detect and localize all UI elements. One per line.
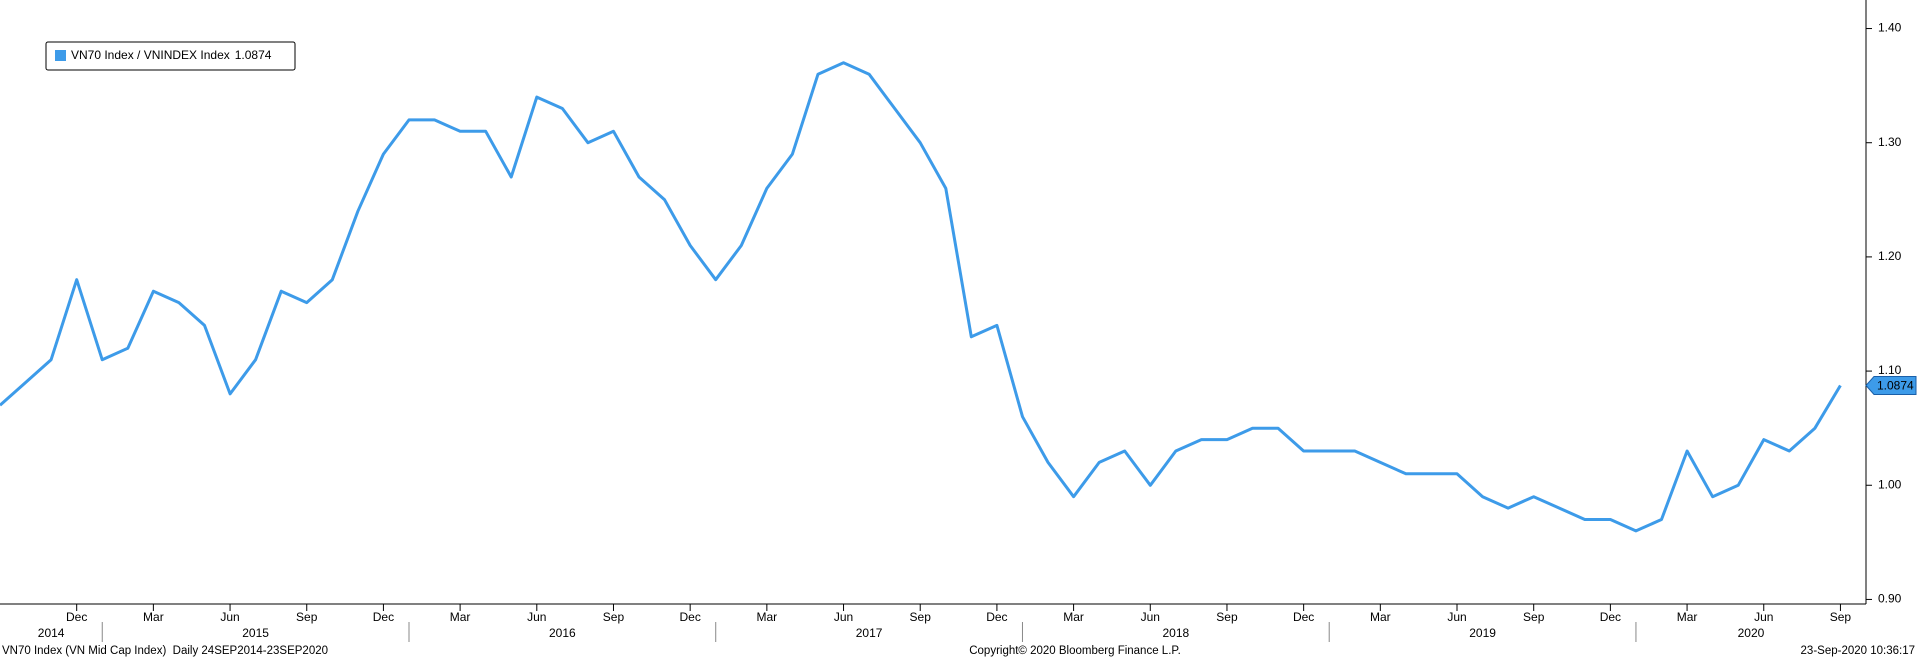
legend-label: VN70 Index / VNINDEX Index: [71, 48, 230, 62]
year-label: 2019: [1469, 626, 1496, 640]
x-tick-label: Mar: [1677, 610, 1698, 624]
y-tick-label: 1.00: [1878, 477, 1902, 491]
x-tick-label: Dec: [986, 610, 1007, 624]
x-tick-label: Sep: [1523, 610, 1545, 624]
x-tick-label: Jun: [834, 610, 853, 624]
year-label: 2014: [38, 626, 65, 640]
year-label: 2017: [856, 626, 883, 640]
y-tick-label: 1.10: [1878, 363, 1902, 377]
x-tick-label: Dec: [373, 610, 394, 624]
x-tick-label: Jun: [527, 610, 546, 624]
x-tick-label: Jun: [220, 610, 239, 624]
x-tick-label: Mar: [450, 610, 471, 624]
y-tick-label: 1.40: [1878, 21, 1902, 35]
x-tick-label: Dec: [1600, 610, 1621, 624]
footer-right: 23-Sep-2020 10:36:17: [1801, 645, 1915, 657]
series-line: [0, 61, 1842, 533]
legend-box: [45, 41, 296, 71]
x-tick-label: Dec: [66, 610, 87, 624]
last-value-tag: [1865, 375, 1917, 395]
x-tick-label: Jun: [1754, 610, 1773, 624]
legend-swatch: [55, 50, 66, 61]
year-label: 2015: [242, 626, 269, 640]
y-tick-label: 1.20: [1878, 249, 1902, 263]
x-tick-label: Jun: [1141, 610, 1160, 624]
x-tick-label: Jun: [1447, 610, 1466, 624]
year-label: 2018: [1162, 626, 1189, 640]
x-tick-label: Sep: [1216, 610, 1238, 624]
x-tick-label: Dec: [679, 610, 700, 624]
x-tick-label: Sep: [1830, 610, 1852, 624]
footer-center: Copyright© 2020 Bloomberg Finance L.P.: [969, 645, 1181, 657]
y-tick-label: 1.30: [1878, 135, 1902, 149]
x-tick-label: Mar: [757, 610, 778, 624]
x-tick-label: Mar: [1063, 610, 1084, 624]
legend-value: 1.0874: [235, 48, 272, 62]
x-tick-label: Sep: [910, 610, 932, 624]
last-value-label: 1.0874: [1877, 379, 1914, 393]
legend: VN70 Index / VNINDEX Index 1.0874: [45, 41, 296, 71]
footer-left: VN70 Index (VN Mid Cap Index) Daily 24SE…: [2, 645, 328, 657]
x-tick-label: Dec: [1293, 610, 1314, 624]
year-label: 2020: [1738, 626, 1765, 640]
x-tick-label: Mar: [143, 610, 164, 624]
year-label: 2016: [549, 626, 576, 640]
x-tick-label: Sep: [603, 610, 625, 624]
y-tick-label: 0.90: [1878, 592, 1902, 606]
x-tick-label: Mar: [1370, 610, 1391, 624]
x-tick-label: Sep: [296, 610, 318, 624]
